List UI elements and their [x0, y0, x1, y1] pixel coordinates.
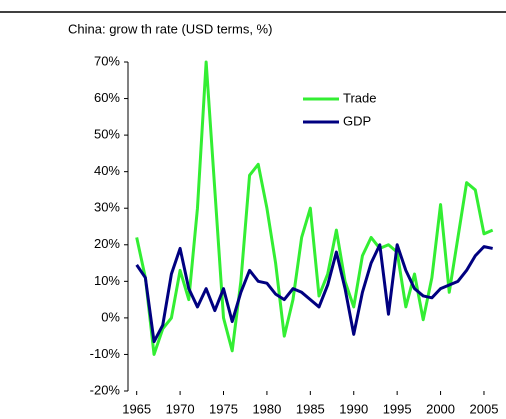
y-tick-label: -20%: [90, 382, 121, 397]
x-tick-label: 1995: [383, 401, 412, 416]
x-tick-label: 2000: [426, 401, 455, 416]
y-tick-label: 40%: [94, 163, 120, 178]
line-series: [135, 60, 494, 356]
y-tick-label: 20%: [94, 236, 120, 251]
y-tick-label: -10%: [90, 346, 121, 361]
y-tick-label: 50%: [94, 127, 120, 142]
y-tick-label: 10%: [94, 273, 120, 288]
x-tick-label: 1970: [166, 401, 195, 416]
x-tick-label: 1975: [209, 401, 238, 416]
x-tick-label: 2005: [470, 401, 499, 416]
legend-label: Trade: [343, 90, 376, 105]
x-tick-label: 1965: [122, 401, 151, 416]
line-series: [135, 243, 493, 344]
x-tick-label: 1990: [339, 401, 368, 416]
legend-label: GDP: [343, 113, 371, 128]
y-tick-label: 30%: [94, 200, 120, 215]
x-tick-label: 1980: [252, 401, 281, 416]
chart-title: China: grow th rate (USD terms, %): [68, 21, 272, 36]
y-tick-label: 60%: [94, 90, 120, 105]
y-tick-label: 70%: [94, 53, 120, 68]
x-tick-label: 1985: [296, 401, 325, 416]
y-tick-label: 0%: [101, 309, 120, 324]
